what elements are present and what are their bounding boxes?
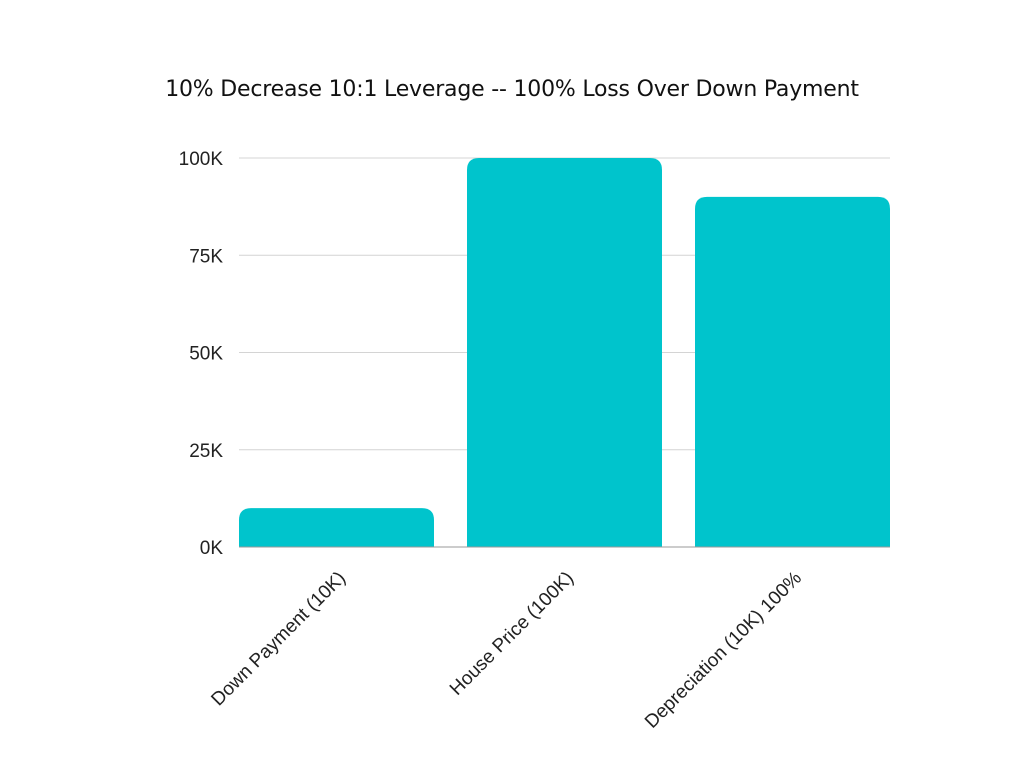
- bar: [239, 508, 434, 547]
- y-tick-label: 0K: [200, 538, 224, 559]
- y-tick-label: 100K: [179, 149, 224, 170]
- bars: [239, 158, 890, 547]
- x-category-label: Down Payment (10K): [207, 568, 350, 711]
- bar: [467, 158, 662, 547]
- y-tick-label: 50K: [189, 344, 223, 365]
- bar: [695, 196, 890, 547]
- x-category-label: House Price (100K): [446, 568, 578, 700]
- y-tick-label: 75K: [189, 246, 223, 267]
- y-tick-label: 25K: [189, 441, 223, 462]
- chart-title: 10% Decrease 10:1 Leverage -- 100% Loss …: [165, 77, 859, 102]
- x-category-label: Depreciation (10K) 100%: [641, 568, 806, 733]
